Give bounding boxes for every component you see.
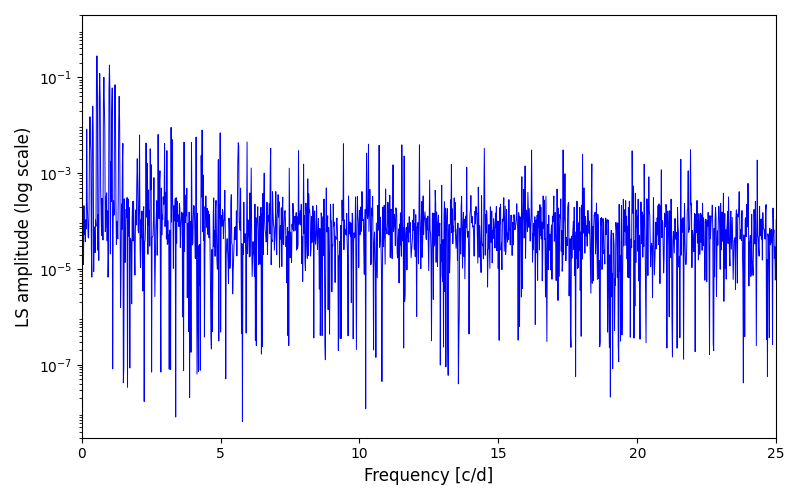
X-axis label: Frequency [c/d]: Frequency [c/d] [364,467,494,485]
Y-axis label: LS amplitude (log scale): LS amplitude (log scale) [15,126,33,326]
